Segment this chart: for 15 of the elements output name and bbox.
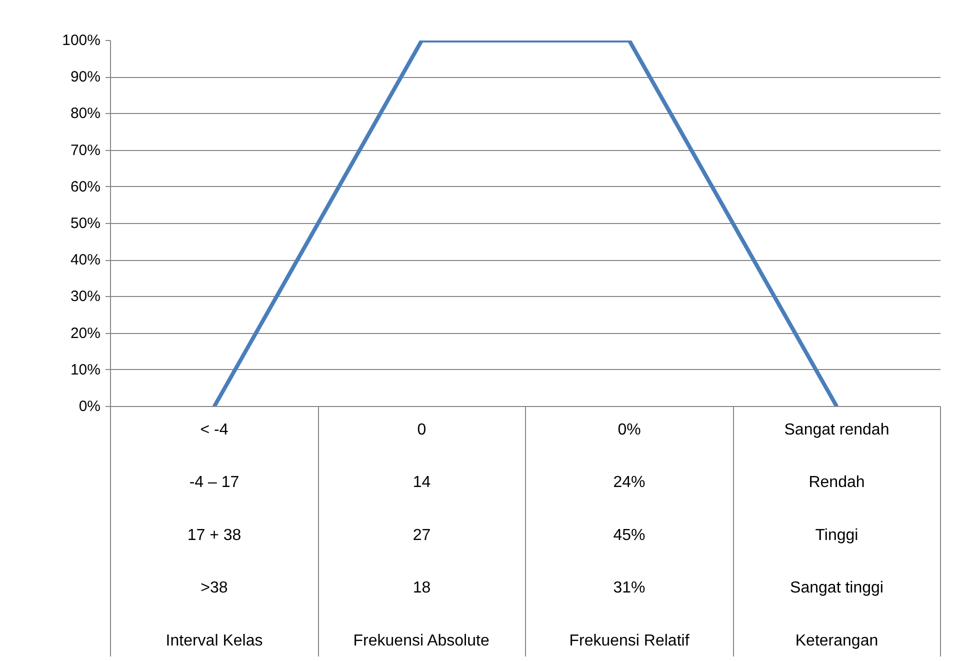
y-tick-label: 0% — [78, 398, 101, 415]
y-tick-label: 80% — [70, 105, 101, 122]
category-label: < -4 -4 – 17 17 + 38 >38 Interval Kelas — [166, 422, 263, 650]
y-tick-label: 100% — [62, 32, 101, 49]
y-tick-label: 10% — [70, 361, 101, 378]
category-label: Sangat rendah Rendah Tinggi Sangat tinggi Keterangan — [784, 422, 890, 650]
y-tick-label: 90% — [70, 68, 101, 86]
y-tick-label: 40% — [70, 252, 101, 269]
y-tick-label: 50% — [70, 215, 101, 232]
y-tick-label: 70% — [70, 142, 101, 159]
y-tick-label: 30% — [70, 288, 101, 306]
y-tick-label: 20% — [70, 324, 101, 342]
category-label: 0 14 27 18 Frekuensi Absolute — [353, 422, 490, 650]
category-label: 0% 24% 45% 31% Frekuensi Relatif — [569, 422, 690, 650]
y-tick-label: 60% — [70, 178, 101, 196]
